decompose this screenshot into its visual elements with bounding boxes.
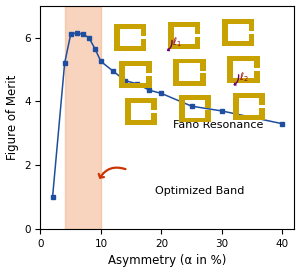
Bar — [146, 61, 152, 73]
Bar — [152, 98, 157, 110]
Bar — [206, 110, 211, 118]
Bar — [152, 113, 157, 120]
Bar — [233, 93, 265, 98]
Bar — [141, 24, 146, 36]
Y-axis label: Figure of Merit: Figure of Merit — [6, 75, 19, 160]
Bar — [173, 58, 179, 86]
Bar — [168, 22, 200, 26]
Bar — [125, 98, 130, 125]
Bar — [141, 39, 146, 46]
Bar — [222, 19, 254, 24]
Bar — [233, 93, 239, 120]
Text: $\ell_2$: $\ell_2$ — [239, 70, 248, 84]
Bar — [64, 5, 101, 229]
Bar — [179, 118, 211, 122]
Bar — [227, 78, 260, 83]
Bar — [200, 59, 206, 71]
Bar — [249, 19, 254, 31]
Bar — [222, 19, 228, 46]
Bar — [125, 120, 157, 125]
Bar — [195, 22, 200, 34]
Bar — [146, 76, 152, 83]
Bar — [200, 73, 206, 81]
Bar — [233, 115, 265, 120]
Bar — [260, 93, 265, 105]
Bar — [119, 61, 125, 88]
Bar — [254, 71, 260, 78]
Bar — [227, 56, 233, 83]
Bar — [227, 56, 260, 61]
Bar — [260, 108, 265, 115]
Bar — [254, 56, 260, 68]
Bar — [179, 96, 211, 100]
Bar — [114, 24, 120, 51]
Bar — [249, 34, 254, 41]
Bar — [119, 83, 152, 88]
Bar — [195, 37, 200, 44]
Text: $\ell_1$: $\ell_1$ — [172, 36, 182, 49]
Text: Optimized Band: Optimized Band — [155, 186, 245, 196]
Text: Fano Resonance: Fano Resonance — [173, 120, 264, 130]
Bar — [173, 81, 206, 86]
Bar — [179, 96, 184, 122]
Bar — [125, 98, 157, 103]
Bar — [168, 44, 200, 49]
Bar — [173, 59, 206, 63]
Bar — [114, 24, 146, 29]
Bar — [206, 96, 211, 108]
Bar — [222, 41, 254, 46]
Bar — [168, 22, 174, 49]
Bar — [119, 61, 152, 66]
Bar — [114, 46, 146, 51]
X-axis label: Asymmetry (α in %): Asymmetry (α in %) — [108, 254, 226, 268]
